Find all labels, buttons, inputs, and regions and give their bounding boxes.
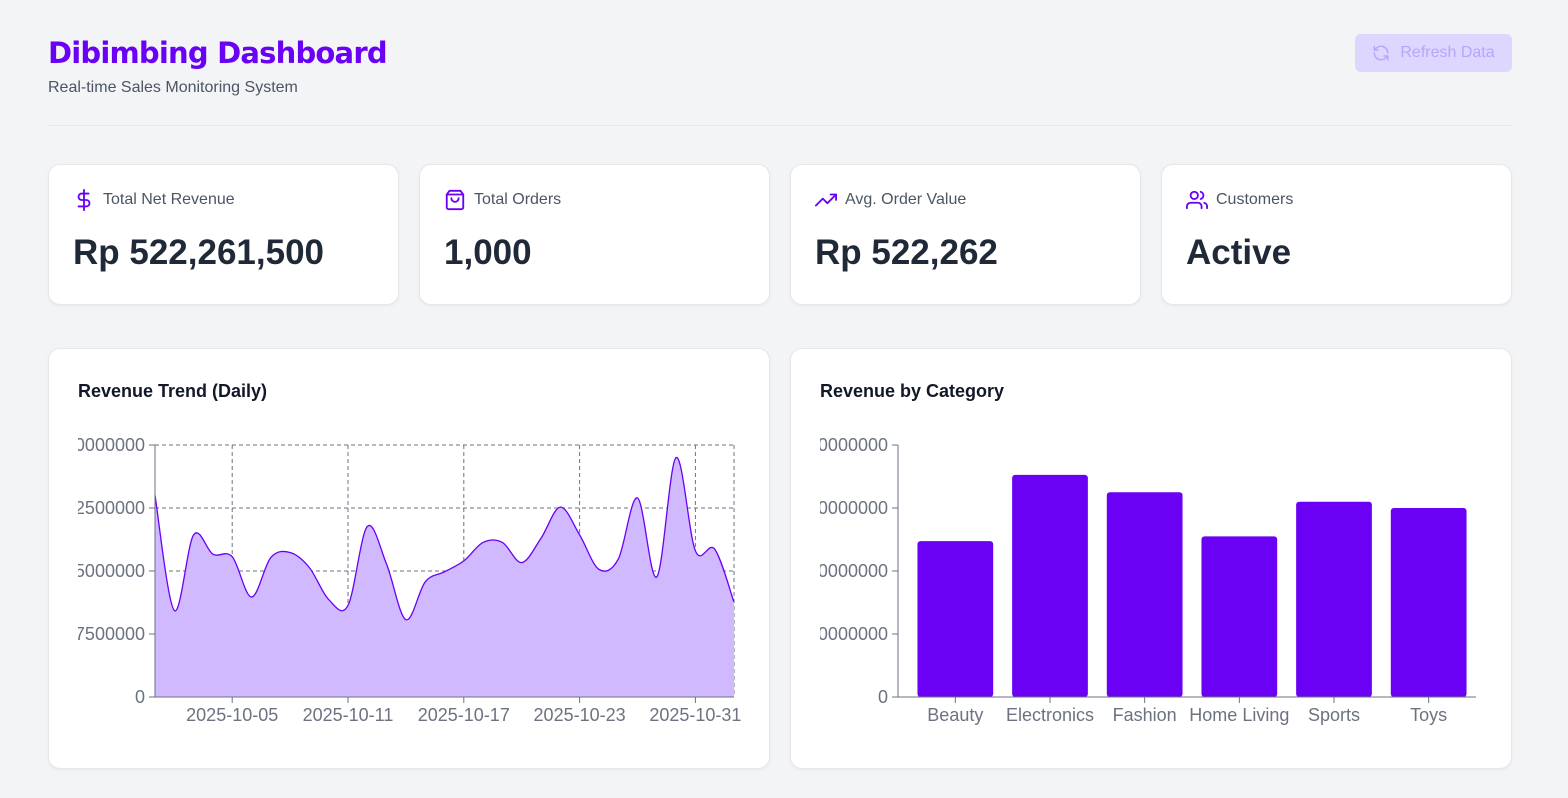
page-title: Dibimbing Dashboard: [48, 36, 388, 70]
x-tick-label: Beauty: [927, 705, 983, 725]
refresh-icon: [1373, 45, 1389, 61]
page-subtitle: Real-time Sales Monitoring System: [48, 79, 298, 96]
x-tick-label: 2025-10-11: [303, 705, 394, 725]
trending-up-icon: [815, 193, 837, 207]
x-tick-label: 2025-10-23: [534, 705, 626, 725]
stat-value: 1,000: [444, 233, 532, 272]
revenue-line: [154, 456, 735, 621]
y-tick-label: 15000000: [65, 561, 145, 581]
revenue-by-category-chart: Beauty Electronics Fashion Home Living Sport…: [808, 435, 1476, 725]
revenue-trend-chart: 0 7500000 15000000 22500000 30000000 2025-10-…: [65, 435, 741, 725]
x-tick-label: 2025-10-05: [186, 705, 278, 725]
x-tick-label: 2025-10-17: [418, 705, 510, 725]
x-tick-label: Fashion: [1113, 705, 1177, 725]
stat-label: Avg. Order Value: [845, 191, 967, 208]
users-icon: [1186, 190, 1208, 210]
y-tick-label: 22500000: [65, 498, 145, 518]
y-tick-label: 80000000: [808, 435, 888, 455]
stat-value: Rp 522,261,500: [73, 233, 325, 272]
stat-card-avg-order: Avg. Order Value Rp 522,262: [790, 164, 1141, 305]
y-tick-label: 0: [135, 687, 145, 707]
revenue-area: [155, 457, 734, 697]
shopping-bag-icon: [445, 189, 465, 211]
stat-value: Rp 522,262: [815, 233, 998, 272]
revenue-trend-card: 0 7500000 15000000 22500000 30000000 2025-10-…: [48, 348, 770, 769]
category-bar: [1201, 536, 1278, 697]
category-bar: [917, 541, 994, 697]
page-header: Dibimbing Dashboard Real-time Sales Moni…: [48, 32, 1512, 126]
refresh-button-label: Refresh Data: [1400, 44, 1495, 61]
category-bar: [1390, 508, 1467, 697]
y-tick-label: 40000000: [808, 561, 888, 581]
x-tick-label: Electronics: [1006, 705, 1094, 725]
stat-label: Total Orders: [474, 191, 562, 208]
category-bar: [1296, 501, 1372, 697]
category-bar: [1106, 492, 1183, 697]
revenue-by-category-card: Beauty Electronics Fashion Home Living Sport…: [790, 348, 1512, 769]
stat-card-orders: Total Orders 1,000: [419, 164, 770, 305]
stat-card-customers: Customers Active: [1161, 164, 1512, 305]
chart-title: Revenue Trend (Daily): [78, 381, 268, 401]
y-tick-label: 20000000: [808, 624, 888, 644]
chart-title: Revenue by Category: [820, 381, 1005, 401]
y-tick-label: 7500000: [75, 624, 145, 644]
stat-card-revenue: Total Net Revenue Rp 522,261,500: [48, 164, 399, 305]
category-bar: [1012, 474, 1088, 697]
x-tick-label: Toys: [1410, 705, 1447, 725]
y-tick-label: 30000000: [65, 435, 145, 455]
stat-label: Customers: [1216, 191, 1294, 208]
stat-value: Active: [1186, 233, 1292, 272]
y-tick-label: 60000000: [808, 498, 888, 518]
x-tick-label: Home Living: [1189, 705, 1289, 725]
y-tick-label: 0: [878, 687, 888, 707]
x-tick-label: 2025-10-31: [649, 705, 741, 725]
stat-label: Total Net Revenue: [103, 191, 235, 208]
refresh-data-button[interactable]: Refresh Data: [1355, 34, 1512, 72]
dollar-icon: [77, 189, 91, 211]
x-tick-label: Sports: [1308, 705, 1360, 725]
